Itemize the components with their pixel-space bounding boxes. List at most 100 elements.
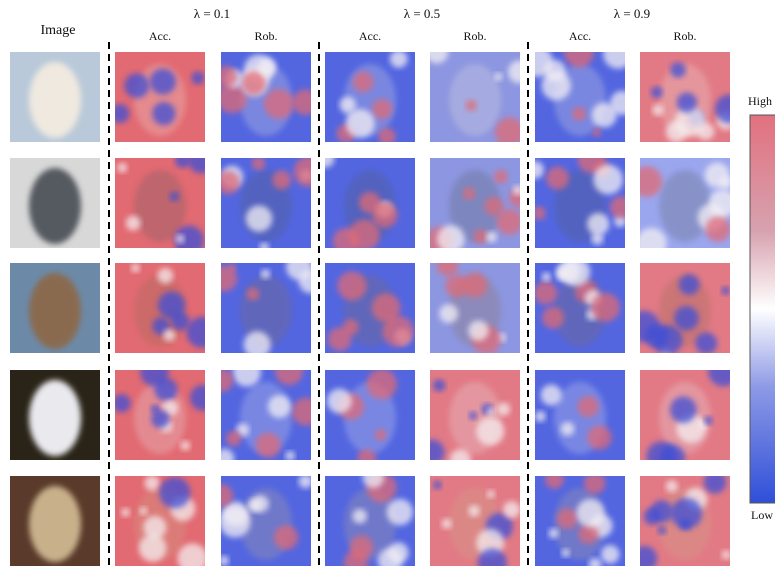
tile-content — [325, 369, 415, 468]
tile-content — [110, 52, 205, 142]
tile-content — [325, 50, 415, 145]
tile — [325, 467, 415, 566]
tile — [640, 52, 744, 143]
tile — [535, 470, 625, 566]
heatmap-blob — [367, 369, 397, 399]
tile-content — [640, 356, 739, 472]
photo-subject — [29, 486, 81, 562]
tile — [115, 263, 217, 353]
tile-content — [425, 41, 531, 147]
heatmap-blob — [186, 317, 217, 348]
heatmap-blob — [159, 477, 190, 508]
tile — [628, 263, 730, 357]
tile — [419, 370, 520, 470]
heatmap-blob — [592, 128, 601, 137]
heatmap-blob — [679, 274, 700, 295]
tile-content — [112, 358, 215, 460]
heatmap-blob — [542, 272, 551, 281]
heatmap-blob — [463, 187, 476, 200]
heatmap-blob — [157, 268, 173, 284]
tile-content — [426, 158, 529, 254]
heatmap-blob — [503, 501, 520, 518]
heatmap-blob — [721, 286, 730, 295]
photo-subject — [29, 168, 81, 244]
tile — [115, 147, 214, 255]
tile-content — [115, 147, 214, 255]
heatmap-blob — [433, 379, 445, 391]
tile — [325, 263, 415, 353]
heatmap-blob — [556, 268, 569, 281]
heatmap-blob — [534, 281, 557, 304]
tile — [526, 146, 632, 248]
heatmap-blob — [704, 471, 727, 494]
heatmap-blob — [246, 205, 273, 232]
heatmap-blob — [545, 470, 564, 489]
tile-content — [211, 254, 322, 359]
heatmap-blob — [268, 395, 291, 418]
tile-content — [325, 467, 415, 566]
heatmap-blob — [561, 422, 575, 436]
heatmap-blob — [632, 166, 663, 197]
heatmap-blob — [349, 219, 380, 250]
heatmap-blob — [191, 72, 204, 85]
heatmap-blob — [542, 307, 564, 329]
heatmap-blob — [337, 271, 366, 300]
heatmap-blob — [494, 170, 508, 184]
heatmap-blob — [705, 216, 730, 241]
tile-content — [628, 263, 730, 357]
heatmap-blob — [658, 526, 667, 535]
heatmap-blob — [143, 516, 166, 539]
heatmap-blob — [593, 165, 623, 195]
heatmap-blob — [216, 171, 240, 195]
heatmap-blob — [419, 440, 444, 465]
heatmap-blob — [131, 263, 140, 272]
tile-content — [316, 150, 415, 255]
heatmap-blob — [677, 92, 697, 112]
tile — [430, 476, 520, 566]
tile — [325, 369, 415, 468]
heatmap-blob — [261, 269, 271, 279]
heatmap-blob — [328, 327, 352, 351]
tile — [211, 254, 322, 359]
heatmap-blob — [210, 369, 233, 392]
heatmap-blob — [628, 311, 660, 343]
heatmap-blob — [353, 72, 374, 93]
heatmap-blob — [587, 213, 609, 235]
heatmap-blob — [246, 288, 259, 301]
column-label: Acc. — [569, 29, 591, 43]
heatmap-blob — [601, 545, 620, 564]
lambda-label: λ = 0.5 — [404, 6, 440, 21]
tile — [10, 52, 100, 142]
heatmap-blob — [211, 265, 237, 291]
heatmap-blob — [441, 518, 451, 528]
tile-content — [526, 146, 632, 248]
heatmap-blob — [140, 358, 169, 387]
heatmap-blob — [652, 104, 663, 115]
heatmap-blob — [670, 62, 685, 77]
heatmap-blob — [259, 243, 269, 253]
heatmap-blob — [576, 499, 604, 527]
heatmap-blob — [473, 229, 487, 243]
heatmap-blob — [695, 332, 717, 354]
tile-content — [419, 370, 520, 470]
tile — [534, 258, 625, 353]
heatmap-blob — [636, 228, 667, 259]
tile-content — [216, 52, 319, 142]
heatmap-blob — [346, 109, 375, 138]
tile-content — [115, 476, 207, 566]
heatmap-blob — [557, 508, 578, 529]
tile-grid — [10, 37, 744, 566]
tile — [110, 52, 205, 142]
heatmap-blob — [587, 425, 611, 449]
heatmap-blob — [293, 89, 319, 115]
heatmap-blob — [151, 410, 169, 428]
heatmap-blob — [433, 481, 442, 490]
tile — [632, 471, 731, 566]
colorbar-low: Low — [751, 508, 773, 522]
heatmap-blob — [666, 480, 678, 492]
heatmap-blob — [242, 71, 266, 95]
heatmap-blob — [339, 97, 355, 113]
heatmap-blob — [494, 73, 502, 81]
tile-content — [325, 263, 415, 353]
tile-content — [534, 258, 625, 353]
